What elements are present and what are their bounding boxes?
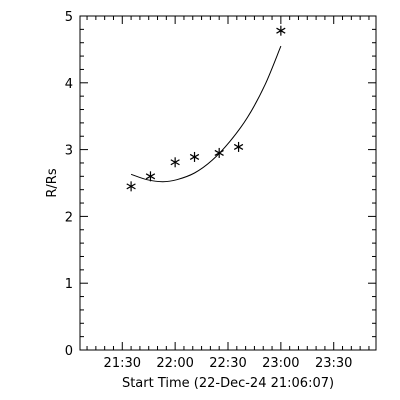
data-point xyxy=(189,151,200,162)
x-tick-label: 22:30 xyxy=(209,356,246,371)
axis-ticks xyxy=(80,15,376,351)
x-axis-label: Start Time (22-Dec-24 21:06:07) xyxy=(122,376,334,391)
x-tick-label: 21:30 xyxy=(104,356,141,371)
y-tick-label: 4 xyxy=(65,77,73,92)
asterisk-stroke xyxy=(126,183,136,190)
data-point xyxy=(214,147,224,158)
fit-curve xyxy=(130,45,282,183)
plot-frame xyxy=(79,15,377,351)
data-point xyxy=(233,141,244,152)
data-point xyxy=(276,25,286,36)
asterisk-stroke xyxy=(276,27,286,34)
data-point xyxy=(145,171,156,182)
x-tick-label: 23:30 xyxy=(315,356,352,371)
y-tick-label: 0 xyxy=(65,344,73,359)
x-tick-label: 23:00 xyxy=(262,356,299,371)
x-tick-label: 22:00 xyxy=(156,356,193,371)
asterisk-stroke xyxy=(189,153,200,160)
asterisk-stroke xyxy=(214,149,224,156)
asterisk-stroke xyxy=(170,159,180,166)
asterisk-stroke xyxy=(145,173,156,180)
y-tick-label: 2 xyxy=(65,210,73,225)
y-tick-label: 5 xyxy=(65,10,73,25)
tick-labels: 21:30 22:00 22:30 23:00 23:30 0 1 2 3 4 5 xyxy=(65,10,353,371)
asterisk-stroke xyxy=(233,143,244,150)
y-axis-label: R/Rs xyxy=(45,168,60,197)
data-markers xyxy=(126,25,286,192)
y-tick-label: 1 xyxy=(65,277,73,292)
data-point xyxy=(170,157,180,168)
data-point xyxy=(126,181,136,192)
y-tick-label: 3 xyxy=(65,144,73,159)
